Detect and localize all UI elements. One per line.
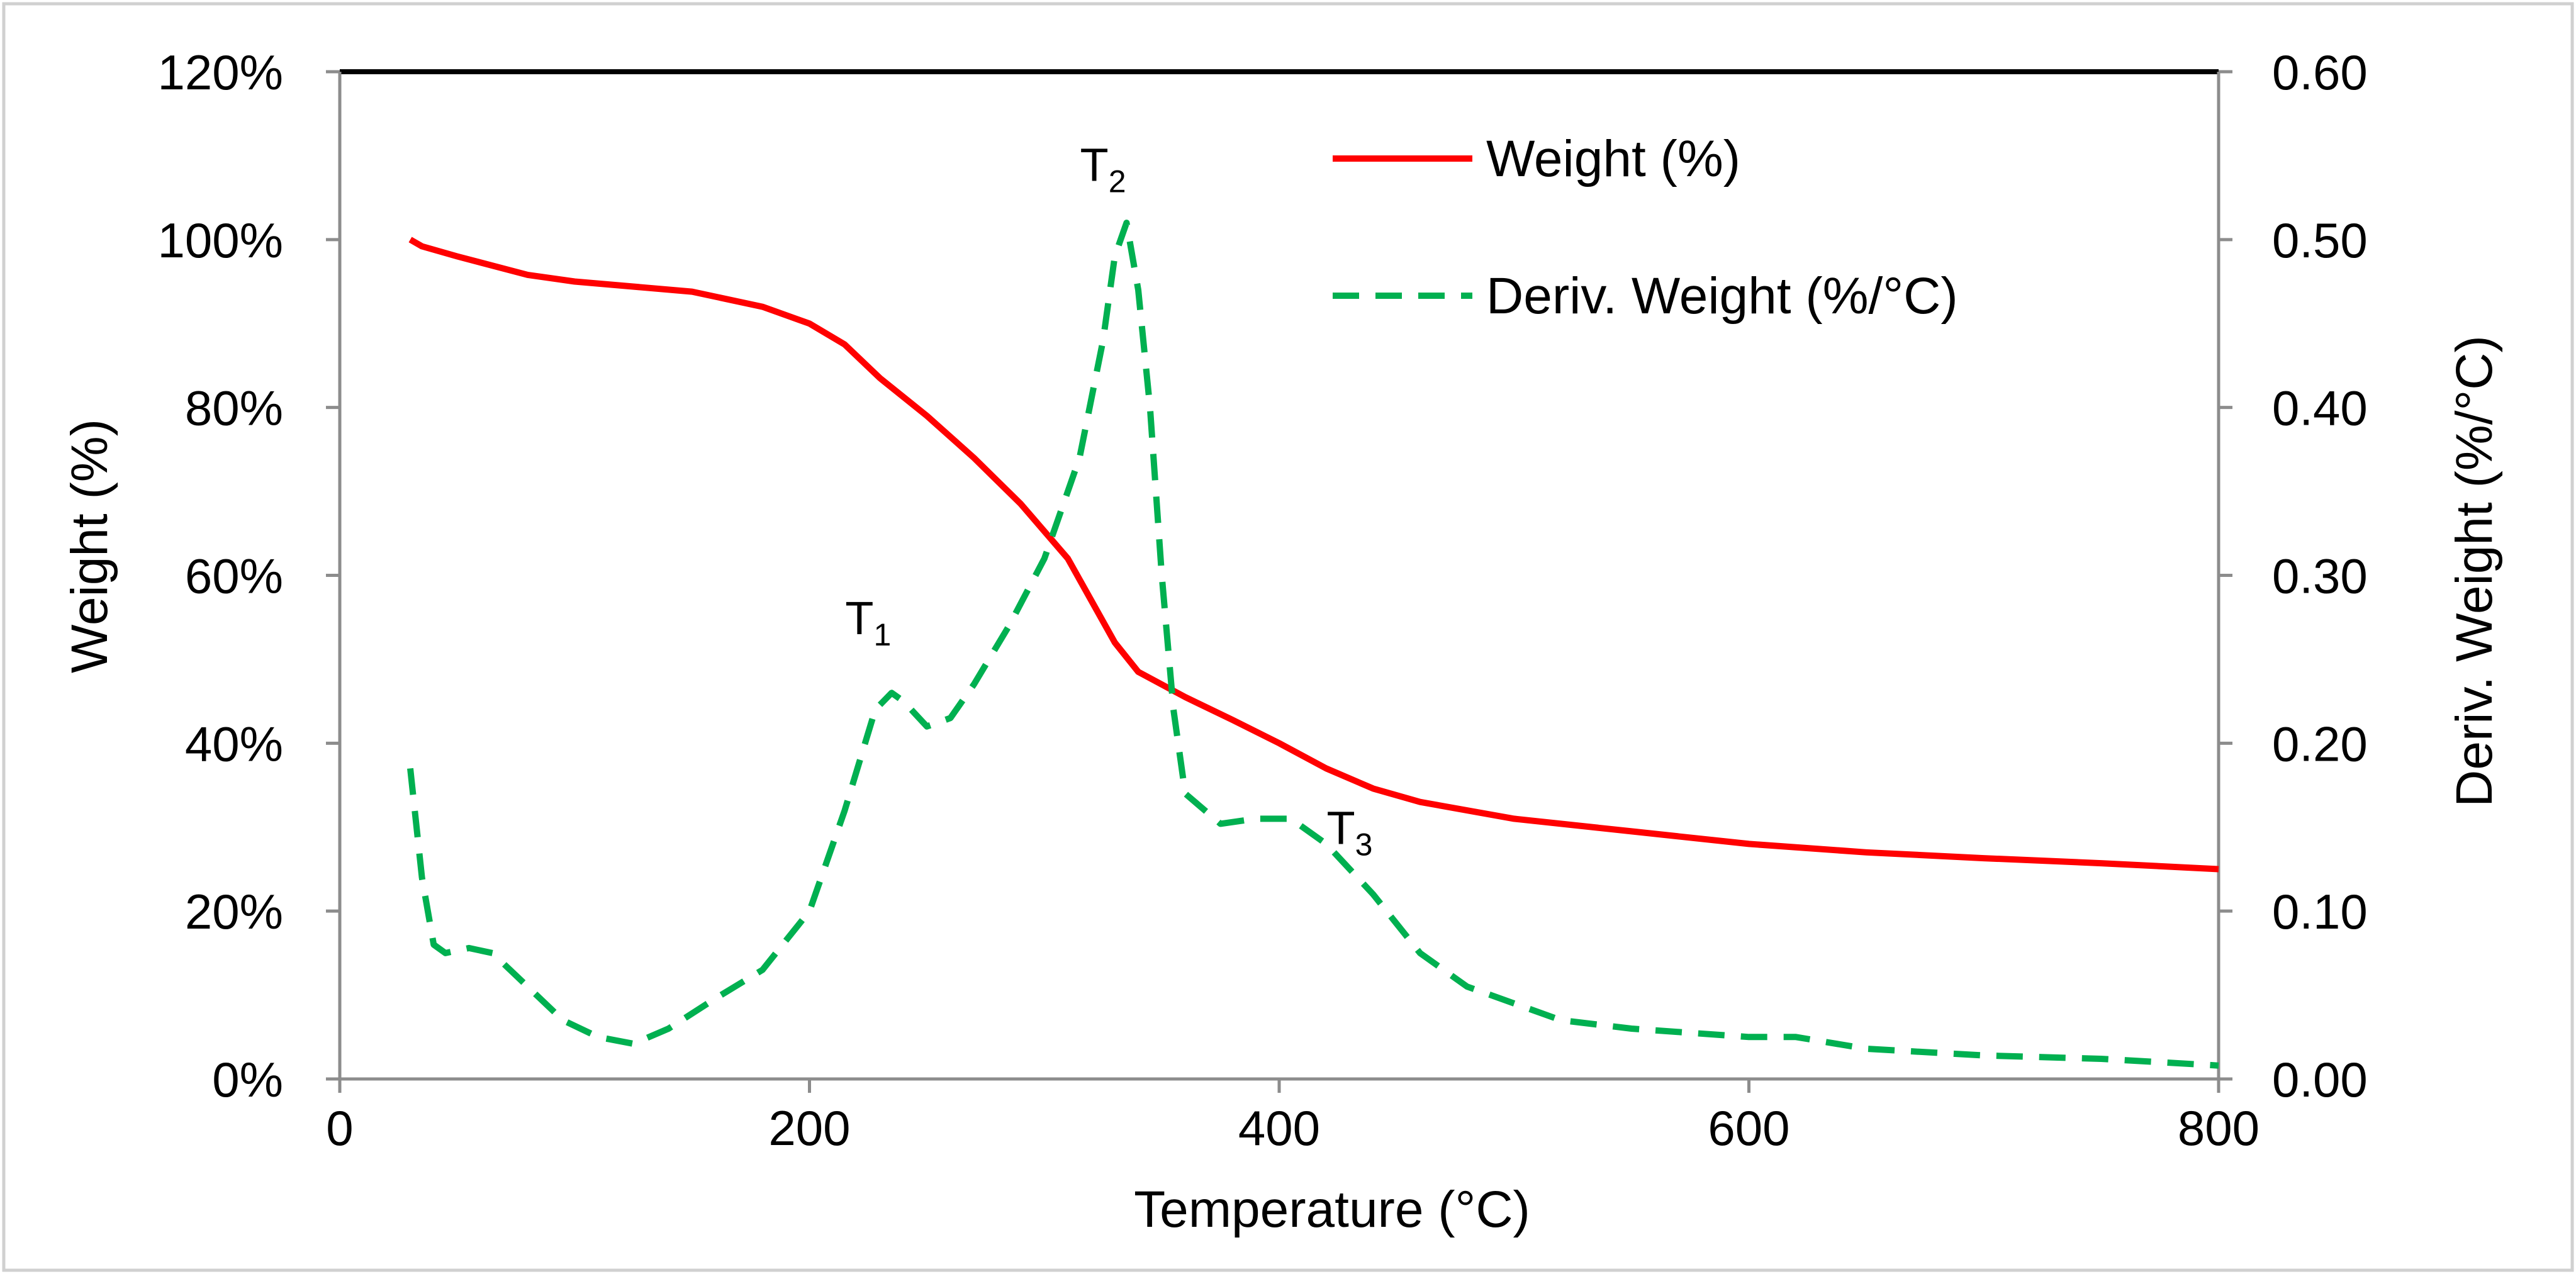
peak-label-1: T1: [845, 592, 891, 652]
x-tick-label: 400: [1238, 1100, 1320, 1156]
legend-deriv-label: Deriv. Weight (%/°C): [1486, 267, 1958, 325]
y2-tick-label: 0.20: [2272, 716, 2368, 771]
series-layer: [407, 220, 2219, 1069]
y2-tick-label: 0.10: [2272, 884, 2368, 939]
y-tick-label: 100%: [158, 213, 284, 268]
x-tick-label: 200: [768, 1100, 850, 1156]
x-tick-label: 600: [1708, 1100, 1789, 1156]
x-tick-label: 800: [2178, 1100, 2260, 1156]
peak-label-3: T3: [1326, 802, 1372, 862]
y-tick-label: 120%: [158, 45, 284, 100]
legend: Weight (%) Deriv. Weight (%/°C): [1333, 130, 1958, 325]
y2-axis-title: Deriv. Weight (%/°C): [2446, 335, 2503, 807]
y2-tick-label: 0.00: [2272, 1052, 2368, 1107]
annotations-layer: T1 T2 T3: [845, 138, 1372, 862]
y2-tick-label: 0.30: [2272, 549, 2368, 604]
weight-series-line: [408, 237, 2219, 873]
y-tick-label: 60%: [185, 549, 283, 604]
y2-tick-label: 0.50: [2272, 213, 2368, 268]
axes-layer: 0 200 400 600 800 0% 20% 40% 60% 80% 100% 120% 0.00 0…: [158, 45, 2368, 1156]
x-tick-label: 0: [326, 1100, 353, 1156]
y-axis-title: Weight (%): [61, 419, 118, 673]
deriv-weight-series-line: [407, 220, 2219, 1069]
y-tick-label: 40%: [185, 716, 283, 771]
x-axis-title: Temperature (°C): [1134, 1181, 1530, 1238]
y-tick-label: 80%: [185, 381, 283, 436]
y-tick-label: 0%: [212, 1052, 283, 1107]
legend-weight-label: Weight (%): [1486, 130, 1740, 187]
y2-tick-label: 0.40: [2272, 381, 2368, 436]
peak-label-2: T2: [1080, 138, 1126, 199]
y-tick-label: 20%: [185, 884, 283, 939]
y2-tick-label: 0.60: [2272, 45, 2368, 100]
